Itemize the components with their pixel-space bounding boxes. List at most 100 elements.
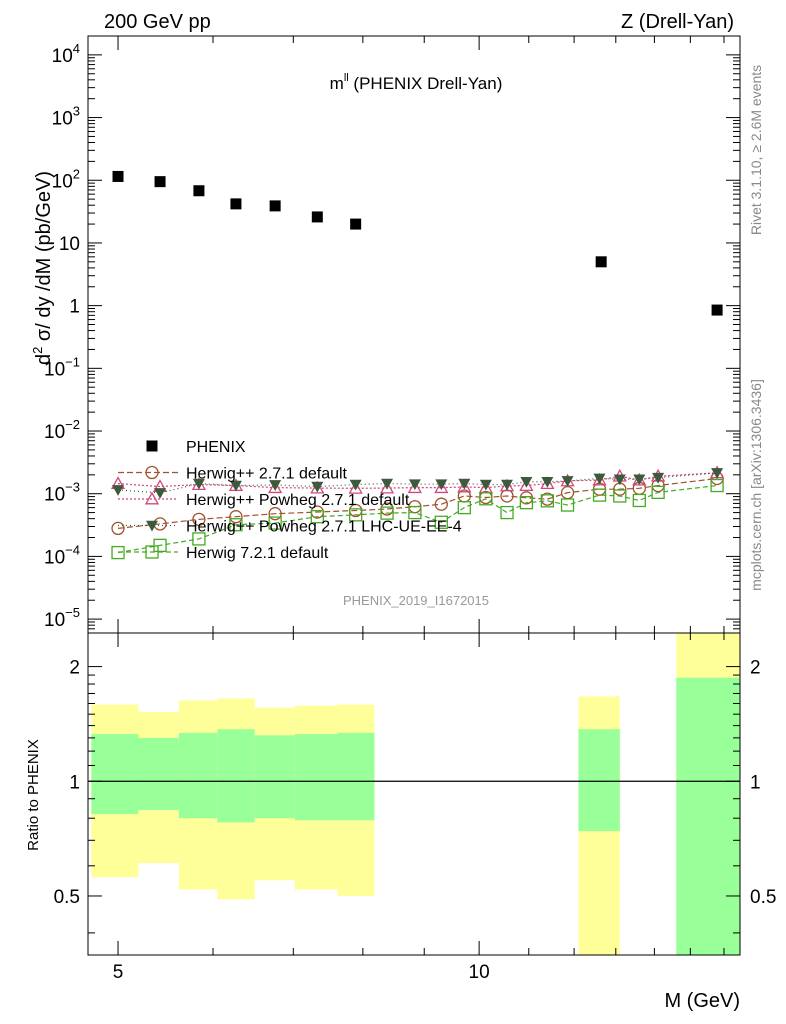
y-tick-label: 10−4 xyxy=(44,542,80,568)
data-point xyxy=(145,465,159,480)
data-point xyxy=(192,478,205,490)
data-point xyxy=(593,473,606,485)
legend-label: PHENIX xyxy=(186,439,246,456)
ratio-green-band xyxy=(294,734,338,821)
y-tick-base: 10 xyxy=(52,46,73,67)
data-point xyxy=(311,211,323,223)
series-line xyxy=(117,477,718,529)
data-point xyxy=(269,480,282,491)
data-point xyxy=(519,478,534,491)
data-point xyxy=(310,480,325,494)
data-point xyxy=(154,176,166,188)
data-point xyxy=(230,198,242,210)
data-point xyxy=(613,489,627,503)
series-4 xyxy=(111,478,724,560)
ratio-bands xyxy=(88,633,740,955)
data-point xyxy=(408,505,422,520)
data-point xyxy=(111,545,125,560)
data-point xyxy=(560,498,575,512)
legend-label: Herwig++ 2.7.1 default xyxy=(186,466,348,483)
data-point xyxy=(349,479,362,491)
legend-label: Herwig++ Powheg 2.7.1 default xyxy=(186,492,410,509)
y-tick-label: 10−5 xyxy=(44,605,80,631)
data-point xyxy=(311,481,324,493)
legend-label: Herwig 7.2.1 default xyxy=(186,545,329,562)
y-tick-base: 10 xyxy=(44,359,65,380)
data-point xyxy=(268,507,282,521)
data-point xyxy=(458,478,471,490)
data-point xyxy=(380,506,394,520)
y-tick-exponent: −4 xyxy=(65,542,80,557)
data-point xyxy=(520,476,533,488)
ratio-green-band xyxy=(178,732,218,819)
series-3 xyxy=(112,468,724,499)
y-tick-exponent: 4 xyxy=(73,41,80,56)
y-tick-label: 104 xyxy=(52,41,80,67)
data-point xyxy=(350,218,362,230)
ratio-y-tick-label: 1 xyxy=(69,772,80,793)
ratio-y-tick-label-right: 0.5 xyxy=(750,887,776,908)
data-point xyxy=(633,474,646,486)
data-point xyxy=(268,516,282,530)
data-point xyxy=(457,500,471,515)
y-tick-label: 102 xyxy=(52,166,80,192)
data-point xyxy=(381,478,394,490)
x-axis-title: M (GeV) xyxy=(664,990,740,1012)
y-tick-label: 10−3 xyxy=(44,480,80,506)
data-point xyxy=(501,479,514,491)
main-y-axis-title: d2 σ/ dy /dM (pb/GeV) xyxy=(30,171,55,365)
data-point xyxy=(652,472,665,484)
data-point xyxy=(348,480,363,494)
series-0 xyxy=(112,170,723,316)
data-point xyxy=(154,488,167,499)
data-point xyxy=(269,200,281,212)
data-point xyxy=(561,476,574,487)
ratio-y-tick-label: 2 xyxy=(69,658,80,679)
data-point xyxy=(541,476,554,488)
y-tick-label: 1 xyxy=(69,297,80,318)
data-point xyxy=(595,256,607,268)
y-tick-exponent: −1 xyxy=(65,354,80,369)
data-point xyxy=(144,491,160,505)
data-point xyxy=(111,521,125,536)
data-point xyxy=(434,497,448,511)
data-point xyxy=(479,492,493,506)
data-point xyxy=(379,480,395,494)
y-tick-label: 10−1 xyxy=(44,354,80,380)
data-point xyxy=(519,496,534,510)
data-point xyxy=(632,493,646,508)
y-tick-base: 10 xyxy=(59,234,80,255)
ratio-green-band xyxy=(676,677,740,955)
y-tick-label: 10−2 xyxy=(44,417,80,443)
y-tick-exponent: −3 xyxy=(65,480,80,495)
data-point xyxy=(435,479,448,491)
data-point xyxy=(710,478,724,493)
data-point xyxy=(479,479,492,491)
data-point xyxy=(193,185,205,197)
data-point xyxy=(112,485,125,496)
ratio-green-band xyxy=(337,732,375,821)
data-point xyxy=(499,478,515,492)
mcplots-reference-label: mcplots.cern.ch [arXiv:1306.3436] xyxy=(748,379,764,591)
data-point xyxy=(112,170,124,182)
data-point xyxy=(592,472,607,486)
y-tick-label: 103 xyxy=(52,104,80,130)
data-point xyxy=(145,545,159,559)
data-point xyxy=(229,518,243,532)
x-tick-label: 10 xyxy=(469,962,490,983)
data-point xyxy=(651,485,665,500)
y-tick-base: 10 xyxy=(44,547,65,568)
data-point xyxy=(540,494,555,508)
series-line xyxy=(117,484,718,554)
data-point xyxy=(408,479,421,491)
y-tick-base: 1 xyxy=(69,297,80,318)
rivet-version-label: Rivet 3.1.10, ≥ 2.6M events xyxy=(748,65,764,235)
y-tick-exponent: −2 xyxy=(65,417,80,432)
x-tick-label: 5 xyxy=(113,962,124,983)
y-tick-label: 10 xyxy=(59,234,80,255)
y-tick-base: 10 xyxy=(44,485,65,506)
energy-label: 200 GeV pp xyxy=(104,11,211,33)
main-panel-frame xyxy=(87,35,741,634)
series-line xyxy=(117,472,718,494)
